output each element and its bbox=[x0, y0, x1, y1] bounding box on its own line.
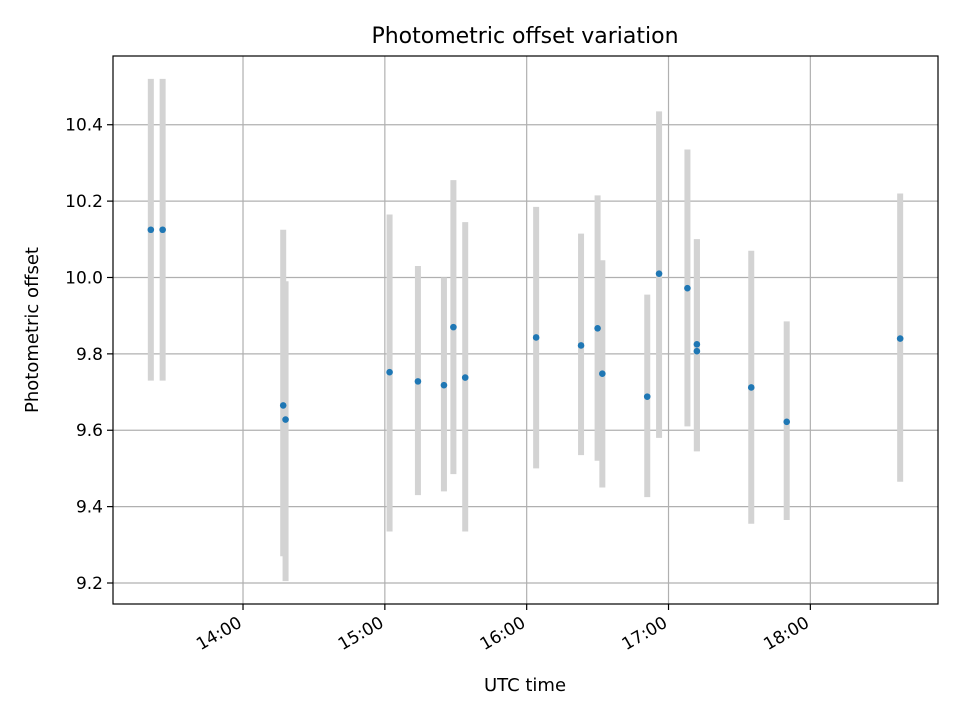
y-axis-ticks: 9.2 9.4 9.6 9.8 10.0 10.2 10.4 bbox=[65, 116, 113, 594]
data-point bbox=[684, 284, 691, 292]
y-tick-label: 10.2 bbox=[65, 192, 103, 212]
y-axis-label: Photometric offset bbox=[22, 247, 43, 413]
x-axis-label: UTC time bbox=[484, 675, 566, 696]
y-tick-label: 10.4 bbox=[65, 116, 103, 136]
y-tick-label: 9.8 bbox=[76, 345, 103, 365]
y-tick-label: 10.0 bbox=[65, 268, 103, 288]
data-point bbox=[693, 347, 701, 355]
data-point bbox=[783, 418, 791, 426]
data-point bbox=[693, 341, 701, 348]
data-point bbox=[594, 324, 601, 332]
y-tick-label: 9.6 bbox=[76, 421, 103, 441]
data-point bbox=[386, 368, 393, 376]
data-point bbox=[896, 335, 904, 342]
data-point bbox=[655, 270, 663, 277]
y-tick-label: 9.2 bbox=[76, 574, 103, 594]
data-point bbox=[414, 378, 422, 385]
data-point bbox=[282, 416, 289, 423]
data-point bbox=[747, 384, 755, 391]
data-point bbox=[159, 226, 166, 234]
data-point bbox=[599, 370, 606, 378]
data-point bbox=[532, 334, 540, 341]
data-point bbox=[450, 323, 457, 331]
chart-title: Photometric offset variation bbox=[371, 24, 678, 49]
data-point bbox=[147, 226, 155, 234]
plot-frame bbox=[112, 55, 939, 605]
data-point bbox=[461, 374, 469, 381]
data-point bbox=[643, 393, 651, 400]
y-tick-label: 9.4 bbox=[76, 498, 103, 518]
data-points bbox=[147, 226, 904, 426]
data-point bbox=[577, 342, 585, 349]
data-point bbox=[440, 381, 448, 389]
data-point bbox=[279, 402, 287, 409]
grid-lines bbox=[113, 56, 938, 604]
